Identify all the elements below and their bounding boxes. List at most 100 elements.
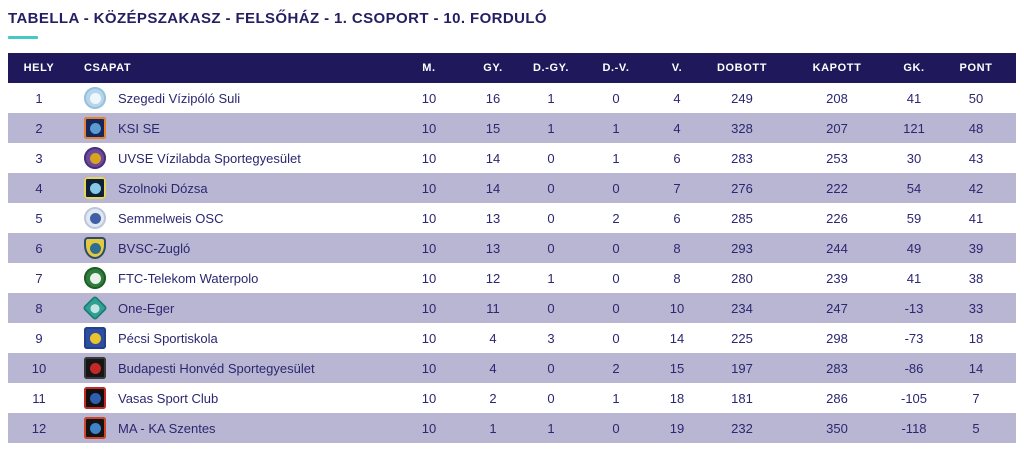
stat-kapott-cell: 244 [826,240,848,256]
stat-m-cell: 10 [421,90,437,106]
ftc-telekom-crest-icon [84,267,106,289]
stat-dv-cell: 1 [612,150,620,166]
stat-dv-cell: 0 [612,420,620,436]
team-wrap: Szolnoki Dózsa [84,177,394,199]
stat-gk-cell: 59 [906,210,922,226]
team-cell: FTC-Telekom Waterpolo [70,263,394,293]
table-row: 10 Budapesti Honvéd Sportegyesület 10 4 0 2 15… [8,353,1016,383]
stat-kapott-cell: 350 [826,420,848,436]
team-cell: BVSC-Zugló [70,233,394,263]
rank-cell: 2 [35,120,43,136]
stat-dobott-cell: 280 [731,270,753,286]
title-underline [8,36,38,39]
stat-dv-cell: 0 [612,90,620,106]
bvsc-zuglo-crest-icon [84,237,106,259]
stat-kapott-cell: 283 [826,360,848,376]
stat-kapott-cell: 286 [826,390,848,406]
table-row: 6 BVSC-Zugló 10 13 0 0 8 293 244 49 39 [8,233,1016,263]
stat-v-cell: 15 [669,360,685,376]
stat-pont-cell: 5 [972,420,980,436]
team-cell: UVSE Vízilabda Sportegyesület [70,143,394,173]
crest-inner-mark [89,212,101,224]
stat-m-cell: 10 [421,330,437,346]
team-wrap: BVSC-Zugló [84,237,394,259]
stat-dv-cell: 0 [612,180,620,196]
crest-inner-mark [89,242,101,254]
team-cell: Budapesti Honvéd Sportegyesület [70,353,394,383]
stat-m-cell: 10 [421,390,437,406]
team-name: BVSC-Zugló [118,240,191,256]
table-row: 4 Szolnoki Dózsa 10 14 0 0 7 276 222 54 42 [8,173,1016,203]
rank-cell: 11 [32,390,46,406]
stat-gy-cell: 15 [485,120,501,136]
team-name: FTC-Telekom Waterpolo [118,270,259,286]
stat-kapott-cell: 253 [826,150,848,166]
rank-cell: 3 [35,150,43,166]
crest-inner-mark [89,332,101,344]
team-cell: Pécsi Sportiskola [70,323,394,353]
crest-inner-mark [89,122,101,134]
stat-gy-cell: 14 [485,180,501,196]
team-cell: MA - KA Szentes [70,413,394,443]
stat-gk-cell: 41 [906,90,922,106]
table-row: 3 UVSE Vízilabda Sportegyesület 10 14 0 1 6 283… [8,143,1016,173]
stat-gy-cell: 11 [486,300,500,316]
stat-dv-cell: 0 [612,240,620,256]
stat-dobott-cell: 328 [731,120,753,136]
column-header-hely: HELY [8,53,70,83]
stat-gy-cell: 16 [485,90,501,106]
stat-gy-cell: 2 [489,390,497,406]
table-header-row: HELY CSAPAT M. GY. D.-GY. D.-V. V. DOBOTT KAPOTT… [8,53,1016,83]
crest-inner-mark [90,303,100,313]
pecsi-sportiskola-crest-icon [84,327,106,349]
stat-dobott-cell: 232 [731,420,753,436]
stat-gk-cell: 41 [906,270,922,286]
stat-dgy-cell: 1 [547,270,555,286]
team-name: Pécsi Sportiskola [118,330,218,346]
team-name: Budapesti Honvéd Sportegyesület [118,360,315,376]
team-name: Semmelweis OSC [118,210,224,226]
column-header-gy: GY. [464,53,522,83]
stat-pont-cell: 14 [968,360,984,376]
column-header-m: M. [394,53,464,83]
team-name: MA - KA Szentes [118,420,216,436]
crest-inner-mark [89,92,101,104]
stat-v-cell: 7 [673,180,681,196]
table-row: 11 Vasas Sport Club 10 2 0 1 18 181 286 -105 7 [8,383,1016,413]
szegedi-vizipolo-suli-crest-icon [84,87,106,109]
column-header-dv: D.-V. [580,53,652,83]
crest-inner-mark [89,392,101,404]
stat-dv-cell: 2 [612,360,620,376]
stat-gy-cell: 14 [485,150,501,166]
team-cell: One-Eger [70,293,394,323]
stat-m-cell: 10 [421,120,437,136]
stat-dobott-cell: 197 [731,360,753,376]
stat-pont-cell: 7 [972,390,980,406]
stat-v-cell: 19 [669,420,685,436]
team-name: Szegedi Vízipóló Suli [118,90,241,106]
column-header-dobott: DOBOTT [702,53,782,83]
stat-kapott-cell: 222 [826,180,848,196]
stat-v-cell: 10 [669,300,685,316]
stat-gy-cell: 4 [489,330,497,346]
team-wrap: Budapesti Honvéd Sportegyesület [84,357,394,379]
szolnoki-dozsa-crest-icon [84,177,106,199]
table-row: 12 MA - KA Szentes 10 1 1 0 19 232 350 -118 5 [8,413,1016,443]
stat-dobott-cell: 276 [731,180,753,196]
team-wrap: FTC-Telekom Waterpolo [84,267,394,289]
stat-kapott-cell: 208 [826,90,848,106]
budapesti-honved-crest-icon [84,357,106,379]
crest-inner-mark [89,362,101,374]
stat-pont-cell: 42 [968,180,984,196]
column-header-gk: GK. [892,53,936,83]
stat-dgy-cell: 1 [547,90,555,106]
team-name: Vasas Sport Club [118,390,219,406]
stat-dgy-cell: 0 [547,300,555,316]
table-row: 5 Semmelweis OSC 10 13 0 2 6 285 226 59 41 [8,203,1016,233]
team-name: One-Eger [118,300,175,316]
team-cell: Szegedi Vízipóló Suli [70,83,394,113]
stat-pont-cell: 41 [968,210,984,226]
stat-dobott-cell: 181 [731,390,753,406]
rank-cell: 8 [35,300,43,316]
stat-dgy-cell: 0 [547,240,555,256]
